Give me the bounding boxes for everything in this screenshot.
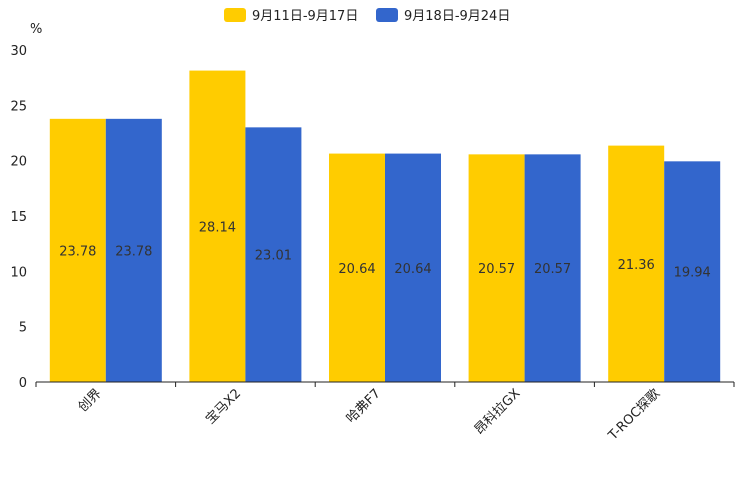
y-tick-label: 30 bbox=[10, 44, 27, 59]
y-tick-label: 10 bbox=[10, 265, 27, 280]
bar bbox=[245, 127, 302, 382]
y-tick-label: 20 bbox=[10, 155, 27, 170]
x-tick-label: 创界 bbox=[76, 386, 105, 415]
x-tick-label: T-ROC探歌 bbox=[605, 386, 663, 444]
bar-value-label: 20.64 bbox=[394, 262, 431, 277]
bar bbox=[385, 153, 441, 382]
legend: 9月11日-9月17日 9月18日-9月24日 bbox=[224, 8, 510, 24]
bar-value-label: 20.57 bbox=[478, 262, 515, 277]
value-labels: 23.78 23.78 28.14 23.01 20.64 20.64 20.57 20.57… bbox=[59, 220, 711, 280]
y-axis: 0 5 10 15 20 25 30 bbox=[10, 44, 27, 391]
bar-value-label: 21.36 bbox=[618, 258, 655, 273]
bar bbox=[189, 70, 246, 383]
x-tick-label: 哈弗F7 bbox=[344, 386, 384, 426]
bar-value-label: 20.57 bbox=[534, 262, 571, 277]
y-axis-unit-label: % bbox=[30, 22, 42, 37]
bar bbox=[664, 161, 721, 382]
bar bbox=[524, 154, 581, 382]
bar-value-label: 23.78 bbox=[59, 244, 96, 259]
bar bbox=[329, 153, 385, 382]
x-tick-label: 宝马X2 bbox=[203, 386, 244, 427]
legend-label-series-1: 9月11日-9月17日 bbox=[252, 9, 358, 24]
bar-value-label: 28.14 bbox=[199, 220, 236, 235]
bar bbox=[105, 118, 162, 383]
legend-swatch-series-2 bbox=[376, 8, 398, 22]
x-axis: 创界 宝马X2 哈弗F7 昂科拉GX T-ROC探歌 bbox=[35, 382, 735, 444]
bar bbox=[468, 154, 525, 382]
y-tick-label: 15 bbox=[10, 210, 27, 225]
bar bbox=[49, 118, 106, 383]
bar-value-label: 19.94 bbox=[674, 266, 711, 281]
legend-label-series-2: 9月18日-9月24日 bbox=[404, 9, 510, 24]
bar bbox=[608, 145, 665, 382]
legend-swatch-series-1 bbox=[224, 8, 246, 22]
bar-value-label: 23.01 bbox=[255, 249, 292, 264]
bar-value-label: 23.78 bbox=[115, 244, 152, 259]
bar-value-label: 20.64 bbox=[338, 262, 375, 277]
y-tick-label: 0 bbox=[19, 376, 27, 391]
x-tick-label: 昂科拉GX bbox=[472, 386, 524, 438]
bars bbox=[49, 70, 721, 383]
y-tick-label: 5 bbox=[19, 321, 27, 336]
y-tick-label: 25 bbox=[10, 99, 27, 114]
